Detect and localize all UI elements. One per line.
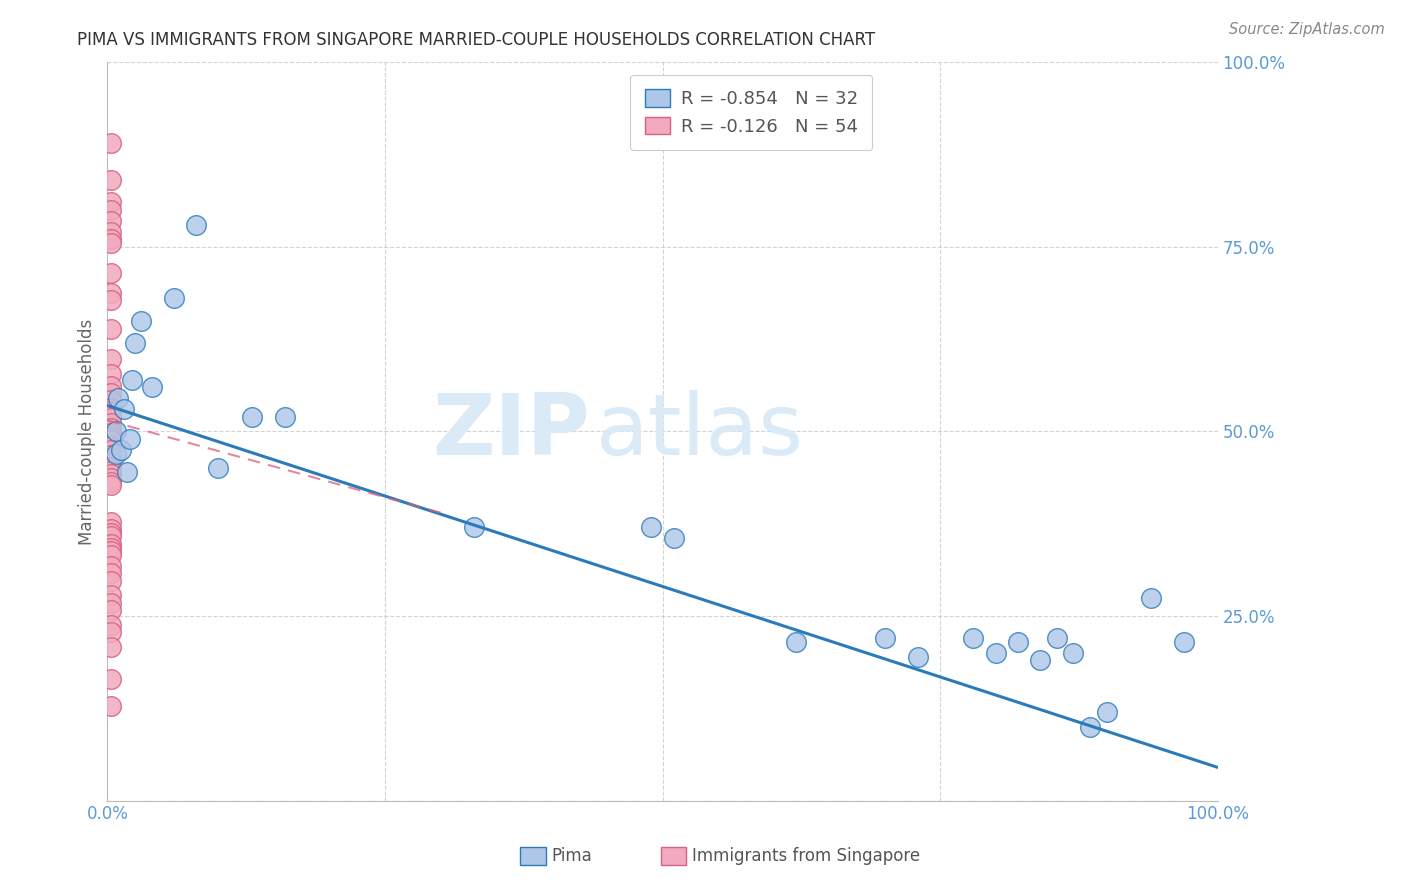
Point bbox=[100, 459, 122, 474]
Point bbox=[100, 322, 122, 336]
Text: Pima: Pima bbox=[551, 847, 592, 865]
Point bbox=[907, 649, 929, 664]
Point bbox=[100, 515, 122, 529]
Point bbox=[100, 173, 122, 187]
Y-axis label: Married-couple Households: Married-couple Households bbox=[79, 318, 96, 544]
Point bbox=[785, 635, 807, 649]
Point bbox=[100, 232, 122, 246]
Point bbox=[100, 549, 122, 563]
Point bbox=[100, 442, 122, 457]
Point bbox=[984, 646, 1007, 660]
Point bbox=[100, 386, 122, 401]
Text: PIMA VS IMMIGRANTS FROM SINGAPORE MARRIED-COUPLE HOUSEHOLDS CORRELATION CHART: PIMA VS IMMIGRANTS FROM SINGAPORE MARRIE… bbox=[77, 31, 876, 49]
Point bbox=[100, 285, 122, 300]
Point bbox=[129, 313, 152, 327]
Point bbox=[141, 380, 163, 394]
Point bbox=[100, 214, 122, 228]
Text: ZIP: ZIP bbox=[433, 390, 591, 473]
Point bbox=[100, 378, 122, 392]
Point bbox=[100, 478, 122, 492]
Point bbox=[100, 541, 122, 555]
Point bbox=[100, 420, 122, 434]
Point bbox=[100, 448, 122, 462]
Point bbox=[100, 536, 122, 550]
Point bbox=[100, 467, 122, 482]
Point bbox=[121, 373, 143, 387]
Point bbox=[117, 465, 139, 479]
Point bbox=[100, 455, 122, 469]
Point bbox=[100, 293, 122, 307]
Point bbox=[207, 461, 229, 475]
Point bbox=[1007, 635, 1029, 649]
Point bbox=[186, 218, 208, 232]
Point bbox=[100, 475, 122, 489]
Point bbox=[100, 425, 122, 440]
Point bbox=[100, 672, 122, 686]
Point bbox=[100, 526, 122, 541]
Point bbox=[105, 425, 128, 439]
Point bbox=[100, 393, 122, 408]
Point bbox=[240, 409, 263, 424]
Text: Source: ZipAtlas.com: Source: ZipAtlas.com bbox=[1229, 22, 1385, 37]
Point bbox=[112, 402, 135, 417]
Point bbox=[100, 529, 122, 543]
Point bbox=[100, 416, 122, 430]
Point bbox=[100, 235, 122, 250]
Point bbox=[100, 411, 122, 425]
Point bbox=[100, 202, 122, 217]
Text: Immigrants from Singapore: Immigrants from Singapore bbox=[692, 847, 920, 865]
Point bbox=[100, 401, 122, 415]
Point bbox=[100, 430, 122, 444]
Point bbox=[100, 404, 122, 418]
Point bbox=[100, 434, 122, 448]
Point bbox=[100, 699, 122, 714]
Point bbox=[100, 625, 122, 640]
Point bbox=[100, 225, 122, 239]
Point bbox=[100, 463, 122, 477]
Point bbox=[100, 640, 122, 654]
Point bbox=[1140, 591, 1163, 605]
Point bbox=[662, 532, 685, 546]
Point bbox=[1095, 705, 1118, 719]
Point bbox=[1029, 653, 1052, 667]
Point bbox=[100, 558, 122, 573]
Point bbox=[105, 446, 128, 460]
Point bbox=[1062, 646, 1084, 660]
Point bbox=[100, 266, 122, 280]
Point bbox=[110, 442, 132, 457]
Point bbox=[274, 409, 297, 424]
Text: atlas: atlas bbox=[596, 390, 804, 473]
Point bbox=[100, 522, 122, 536]
Point bbox=[100, 574, 122, 588]
Point bbox=[107, 391, 129, 405]
Point bbox=[163, 292, 186, 306]
Point bbox=[1046, 631, 1069, 645]
Point bbox=[100, 439, 122, 453]
Point bbox=[124, 335, 146, 350]
Point bbox=[1173, 635, 1195, 649]
Point bbox=[100, 603, 122, 617]
Point bbox=[100, 136, 122, 151]
Point bbox=[640, 520, 662, 534]
Point bbox=[100, 351, 122, 366]
Point bbox=[100, 471, 122, 485]
Point bbox=[100, 618, 122, 632]
Point bbox=[962, 631, 984, 645]
Point bbox=[100, 596, 122, 610]
Point bbox=[100, 566, 122, 581]
Point bbox=[100, 195, 122, 210]
Point bbox=[100, 367, 122, 381]
Point bbox=[100, 544, 122, 558]
Point bbox=[118, 432, 141, 446]
Point bbox=[873, 631, 896, 645]
Point bbox=[463, 520, 485, 534]
Point bbox=[100, 588, 122, 602]
Point bbox=[1078, 720, 1101, 734]
Legend: R = -0.854   N = 32, R = -0.126   N = 54: R = -0.854 N = 32, R = -0.126 N = 54 bbox=[630, 75, 872, 151]
